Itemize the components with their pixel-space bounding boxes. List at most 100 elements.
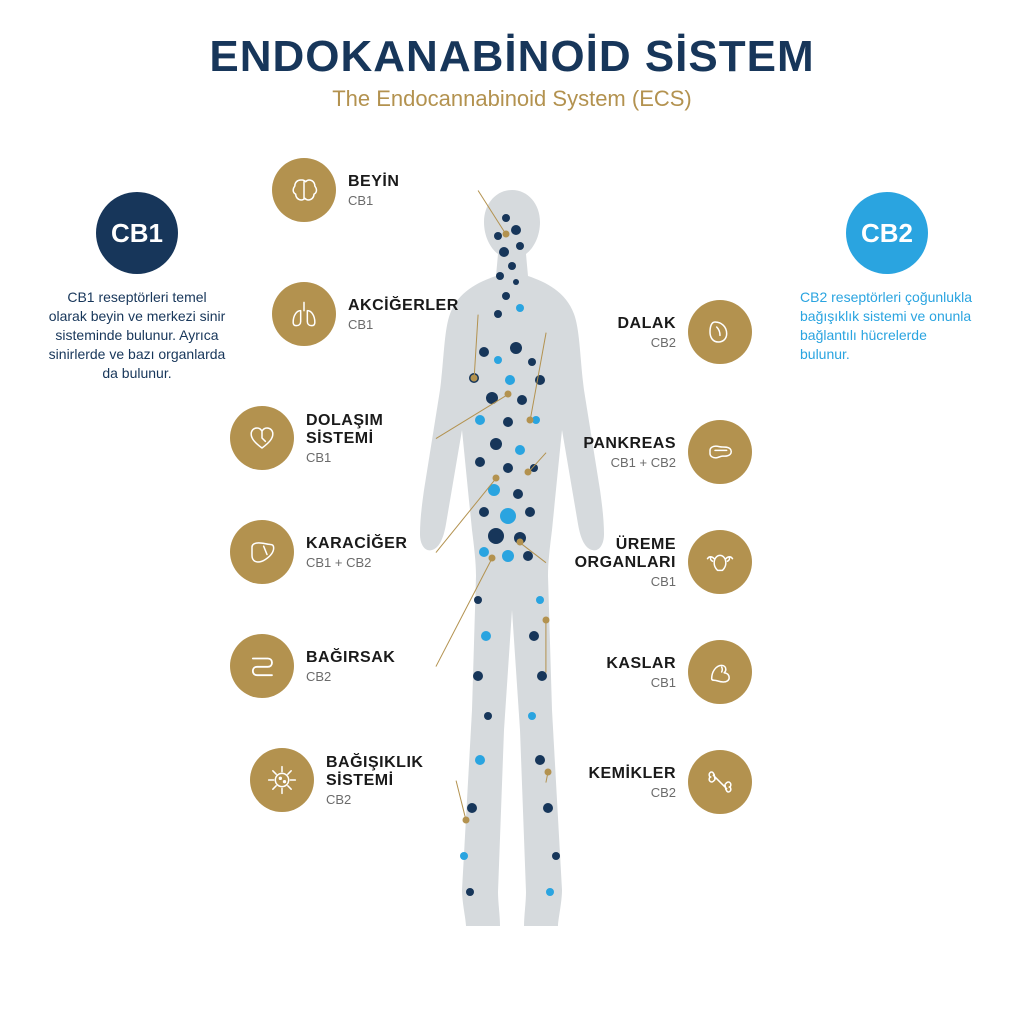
leader-endpoint [543, 617, 550, 624]
lungs-icon [272, 282, 336, 346]
organ-bone: KEMİKLER CB2 [532, 750, 752, 814]
organ-receptors: CB2 [306, 669, 395, 684]
muscle-icon [688, 640, 752, 704]
bone-icon [688, 750, 752, 814]
organ-panc: PANKREAS CB1 + CB2 [532, 420, 752, 484]
receptor-dot [503, 463, 513, 473]
receptor-dot [481, 631, 491, 641]
receptor-dot [479, 547, 489, 557]
circ-icon [230, 406, 294, 470]
receptor-dot [503, 417, 513, 427]
receptor-dot [505, 375, 515, 385]
receptor-dot [494, 232, 502, 240]
organ-name: PANKREAS [583, 435, 676, 453]
receptor-dot [513, 279, 519, 285]
organ-name: KASLAR [606, 655, 676, 673]
receptor-dot [516, 304, 524, 312]
receptor-dot [536, 596, 544, 604]
liver-icon [230, 520, 294, 584]
cb2-description: CB2 reseptörleri çoğunlukla bağışıklık s… [800, 288, 980, 364]
leader-endpoint [505, 391, 512, 398]
receptor-dot [479, 507, 489, 517]
receptor-dot [496, 272, 504, 280]
receptor-dot [510, 342, 522, 354]
cb1-badge-label: CB1 [111, 218, 163, 249]
cb2-badge-label: CB2 [861, 218, 913, 249]
cb1-description: CB1 reseptörleri temel olarak beyin ve m… [47, 288, 227, 382]
organ-liver: KARACİĞER CB1 + CB2 [230, 520, 450, 584]
imm-icon [250, 748, 314, 812]
organ-gut: BAĞIRSAK CB2 [230, 634, 450, 698]
organ-receptors: CB1 + CB2 [306, 555, 407, 570]
organ-name: BEYİN [348, 173, 399, 191]
receptor-dot [546, 888, 554, 896]
organ-name: DALAK [618, 315, 677, 333]
page-subtitle: The Endocannabinoid System (ECS) [0, 86, 1024, 112]
panc-icon [688, 420, 752, 484]
organ-receptors: CB2 [326, 792, 470, 807]
leader-endpoint [517, 539, 524, 546]
receptor-dot [474, 596, 482, 604]
organ-receptors: CB1 [306, 450, 450, 465]
organ-name: ÜREME ORGANLARI [532, 536, 676, 572]
receptor-dot [513, 489, 523, 499]
receptor-dot [475, 755, 485, 765]
spleen-icon [688, 300, 752, 364]
leader-endpoint [503, 231, 510, 238]
leader-endpoint [489, 555, 496, 562]
receptor-dot [517, 395, 527, 405]
organ-spleen: DALAK CB2 [532, 300, 752, 364]
leader-endpoint [525, 469, 532, 476]
receptor-dot [479, 347, 489, 357]
leader-endpoint [463, 817, 470, 824]
receptor-dot [502, 292, 510, 300]
leader-endpoint [493, 475, 500, 482]
receptor-dot [484, 712, 492, 720]
organ-name: KARACİĞER [306, 535, 407, 553]
organ-muscle: KASLAR CB1 [532, 640, 752, 704]
receptor-dot [475, 457, 485, 467]
receptor-dot [502, 214, 510, 222]
organ-receptors: CB1 + CB2 [611, 455, 676, 470]
leader-endpoint [471, 375, 478, 382]
receptor-dot [525, 507, 535, 517]
receptor-dot [460, 852, 468, 860]
receptor-dot [494, 356, 502, 364]
organ-repro: ÜREME ORGANLARI CB1 [532, 530, 752, 594]
receptor-dot [494, 310, 502, 318]
organ-brain: BEYİN CB1 [272, 158, 492, 222]
receptor-dot [473, 671, 483, 681]
organ-name: BAĞIRSAK [306, 649, 395, 667]
organ-name: DOLAŞIM SİSTEMİ [306, 412, 450, 448]
receptor-dot [511, 225, 521, 235]
receptor-dot [508, 262, 516, 270]
receptor-dot [500, 508, 516, 524]
receptor-dot [516, 242, 524, 250]
receptor-dot [502, 550, 514, 562]
receptor-dot [488, 528, 504, 544]
organ-imm: BAĞIŞIKLIK SİSTEMİ CB2 [250, 748, 470, 812]
cb1-badge: CB1 [96, 192, 178, 274]
organ-lungs: AKCİĞERLER CB1 [272, 282, 492, 346]
organ-receptors: CB1 [348, 317, 459, 332]
organ-name: KEMİKLER [588, 765, 676, 783]
organ-receptors: CB1 [651, 574, 676, 589]
cb2-badge: CB2 [846, 192, 928, 274]
gut-icon [230, 634, 294, 698]
organ-name: BAĞIŞIKLIK SİSTEMİ [326, 754, 470, 790]
organ-circ: DOLAŞIM SİSTEMİ CB1 [230, 406, 450, 470]
receptor-dot [466, 888, 474, 896]
organ-receptors: CB2 [651, 335, 676, 350]
receptor-dot [515, 445, 525, 455]
receptor-dot [552, 852, 560, 860]
receptor-dot [475, 415, 485, 425]
receptor-dot [528, 712, 536, 720]
repro-icon [688, 530, 752, 594]
organ-receptors: CB2 [651, 785, 676, 800]
organ-name: AKCİĞERLER [348, 297, 459, 315]
organ-receptors: CB1 [651, 675, 676, 690]
organ-receptors: CB1 [348, 193, 399, 208]
receptor-dot [499, 247, 509, 257]
page-title: ENDOKANABİNOİD SİSTEM [0, 32, 1024, 82]
brain-icon [272, 158, 336, 222]
